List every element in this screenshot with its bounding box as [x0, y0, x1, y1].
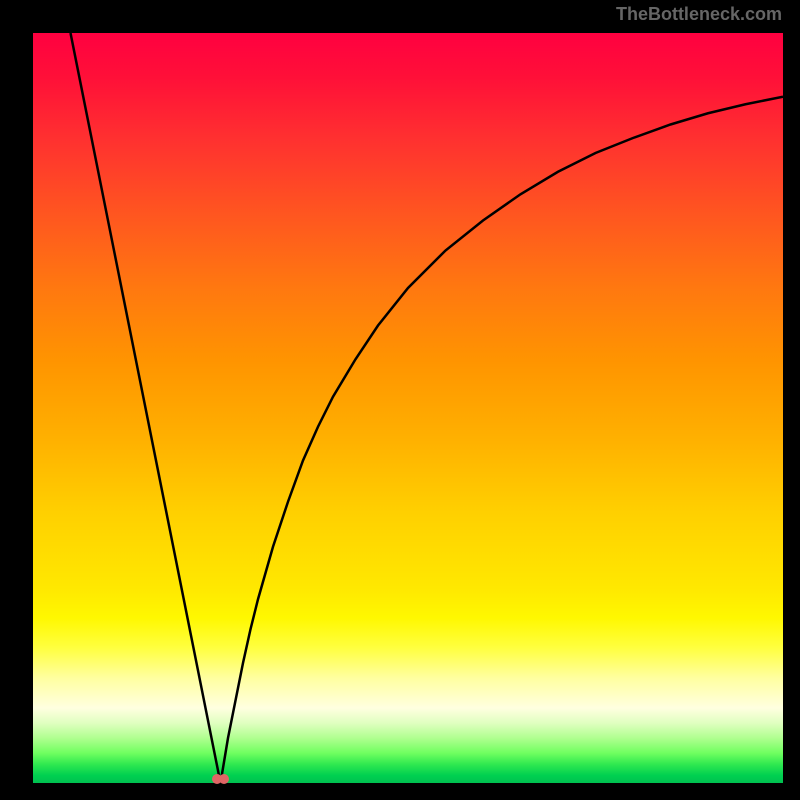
bottleneck-curve: [33, 33, 783, 783]
plot-area: [33, 33, 783, 783]
chart-container: TheBottleneck.com: [0, 0, 800, 800]
watermark-text: TheBottleneck.com: [616, 4, 782, 25]
